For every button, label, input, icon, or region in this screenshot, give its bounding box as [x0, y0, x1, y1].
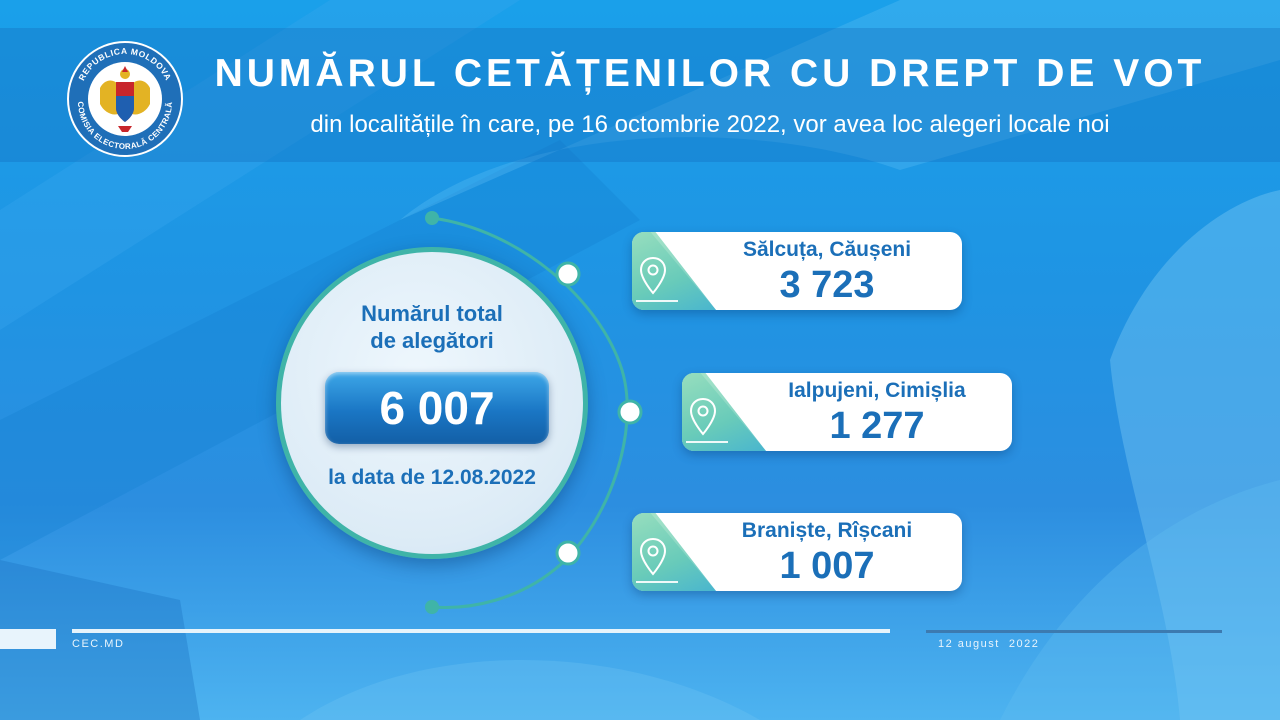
total-voters-date: la data de 12.08.2022 [328, 466, 536, 489]
locality-card-ialpujeni: Ialpujeni, Cimișlia 1 277 [682, 373, 1012, 451]
total-voters-label-line2: de alegători [370, 328, 494, 353]
footer-divider [72, 629, 890, 633]
header-banner [0, 28, 1280, 162]
total-voters-circle: Numărul total de alegători 6 007 la data… [276, 247, 588, 559]
total-voters-label-line1: Numărul total [361, 301, 503, 326]
connector-node [617, 399, 643, 425]
locality-voters: 1 007 [779, 545, 875, 587]
locality-name: Sălcuța, Căușeni [742, 238, 912, 261]
coat-of-arms-icon [100, 66, 150, 132]
connector-node [555, 261, 581, 287]
footer-divider [926, 630, 1222, 633]
footer-date: 12 august 2022 [938, 638, 1040, 650]
locality-voters: 3 723 [779, 264, 875, 306]
connector-dot [425, 211, 439, 225]
location-pin-icon [639, 256, 667, 295]
total-voters-label: Numărul total de alegători [281, 300, 583, 354]
card-underline [636, 300, 678, 302]
footer-accent [0, 629, 56, 649]
location-pin-icon [639, 537, 667, 576]
cec-logo: REPUBLICA MOLDOVA COMISIA ELECTORALĂ CEN… [67, 41, 183, 157]
locality-card-salcuta: Sălcuța, Căușeni 3 723 [632, 232, 962, 310]
locality-voters: 1 277 [829, 405, 925, 447]
locality-name: Braniște, Rîșcani [741, 519, 913, 542]
locality-card-braniste: Braniște, Rîșcani 1 007 [632, 513, 962, 591]
card-underline [636, 581, 678, 583]
location-pin-icon [689, 397, 717, 436]
card-underline [686, 441, 728, 443]
locality-name: Ialpujeni, Cimișlia [788, 379, 966, 402]
connector-node [555, 540, 581, 566]
total-voters-value: 6 007 [325, 372, 549, 444]
page-subtitle: din localitățile în care, pe 16 octombri… [310, 111, 1110, 138]
page-title: NUMĂRUL CETĂȚENILOR CU DREPT DE VOT [214, 52, 1206, 95]
connector-dot [425, 600, 439, 614]
footer-website[interactable]: CEC.MD [72, 638, 125, 650]
